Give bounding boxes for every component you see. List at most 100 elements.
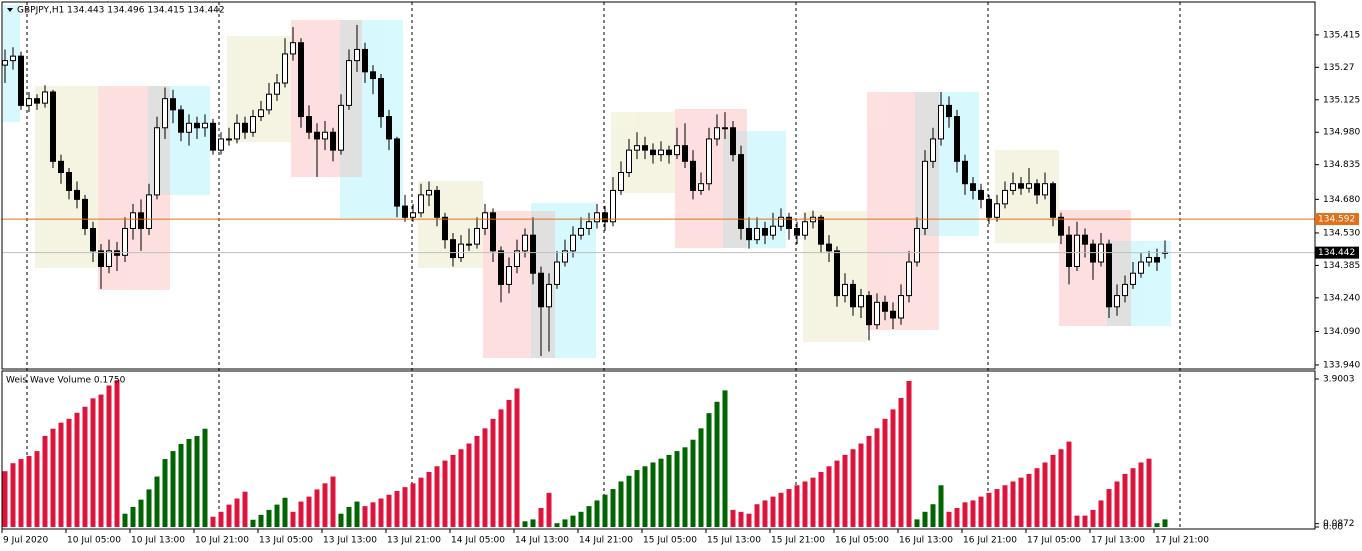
candle-body [498,250,504,285]
volume-bar [266,509,272,527]
candle-body [1026,183,1032,189]
candle-body [378,78,384,118]
candle-body [1114,295,1120,308]
candle-body [818,216,824,245]
candle-body [170,98,176,111]
volume-bar [930,504,936,527]
y-tick-label: 135.415 [1323,30,1360,40]
candle-body [586,221,592,229]
volume-bar [906,380,912,527]
volume-bar [242,491,248,527]
candle-body [298,42,304,118]
candle-body [130,212,136,229]
y-tick-label: 133.940 [1323,360,1360,370]
candle-body [658,149,664,156]
volume-bar [2,471,8,527]
volume-bar [610,489,616,527]
candle-body [930,138,936,162]
volume-bar [578,511,584,527]
volume-bar [962,502,968,527]
candle-body [994,203,1000,218]
candle-body [618,172,624,191]
volume-bar [162,459,168,527]
x-tick-label: 15 Jul 05:00 [643,536,697,546]
candle-body [906,261,912,297]
volume-bar [490,418,496,527]
candle-body [530,234,536,274]
candle-body [834,250,840,297]
volume-bar [1058,449,1064,527]
volume-bar [410,483,416,527]
candle-body [154,127,160,196]
candle-body [538,272,544,308]
y-tick-label: 0.0872 [1323,519,1355,529]
candle-body [714,127,720,140]
candle-body [226,138,232,141]
candle-body [610,189,616,223]
volume-bar [178,443,184,527]
volume-bar [1082,515,1088,527]
candle-body [778,216,784,227]
volume-bar [802,481,808,527]
candle-body [746,227,752,241]
collapse-arrow[interactable] [7,8,13,12]
candle-body [258,109,264,118]
candle-body [82,198,88,229]
volume-bar [642,466,648,527]
candle-body [1106,243,1112,308]
volume-bar [914,519,920,527]
volume-bar [1098,500,1104,527]
volume-bar [858,443,864,527]
volume-bar [570,515,576,527]
volume-bar [186,438,192,527]
candle-body [98,250,104,268]
volume-bar [90,398,96,527]
candle-body [866,295,872,326]
x-tick-label: 17 Jul 21:00 [1155,536,1209,546]
volume-bar [370,502,376,527]
volume-bar [42,435,48,527]
candle-body [986,198,992,218]
y-tick-label: 134.980 [1323,128,1360,138]
candle-body [250,116,256,133]
volume-bar [986,492,992,527]
volume-bar [1130,468,1136,527]
candle-body [42,91,48,104]
volume-bar [970,500,976,527]
volume-bar [466,443,472,527]
candle-body [10,55,16,62]
candle-body [706,138,712,185]
volume-bar [1074,515,1080,527]
candle-body [546,283,552,308]
candle-body [722,127,728,130]
volume-bar [978,496,984,527]
x-tick-label: 10 Jul 05:00 [67,536,121,546]
candle-body [146,194,152,229]
volume-bar [698,428,704,527]
candle-body [874,301,880,326]
candle-body [354,48,360,62]
candle-body [786,216,792,229]
volume-bar [1034,468,1040,527]
candle-body [186,122,192,133]
candle-body [266,93,272,111]
volume-bar [826,466,832,527]
volume-bar [98,394,104,527]
volume-bar [354,501,360,527]
candle-body [306,116,312,133]
candle-body [850,283,856,308]
volume-bar [634,470,640,527]
candle-body [506,266,512,285]
x-tick-label: 13 Jul 21:00 [387,536,441,546]
volume-bar [538,508,544,527]
volume-bar [1122,473,1128,527]
volume-bar [210,516,216,527]
volume-bar [674,451,680,527]
volume-bar [514,388,520,527]
indicator-title: Weis Wave Volume 0.1750 [6,376,126,386]
volume-bar [362,506,368,527]
y-tick-label: 0.00 [1323,522,1343,532]
candle-body [1138,261,1144,274]
candle-body [578,227,584,236]
candle-body [346,60,352,106]
